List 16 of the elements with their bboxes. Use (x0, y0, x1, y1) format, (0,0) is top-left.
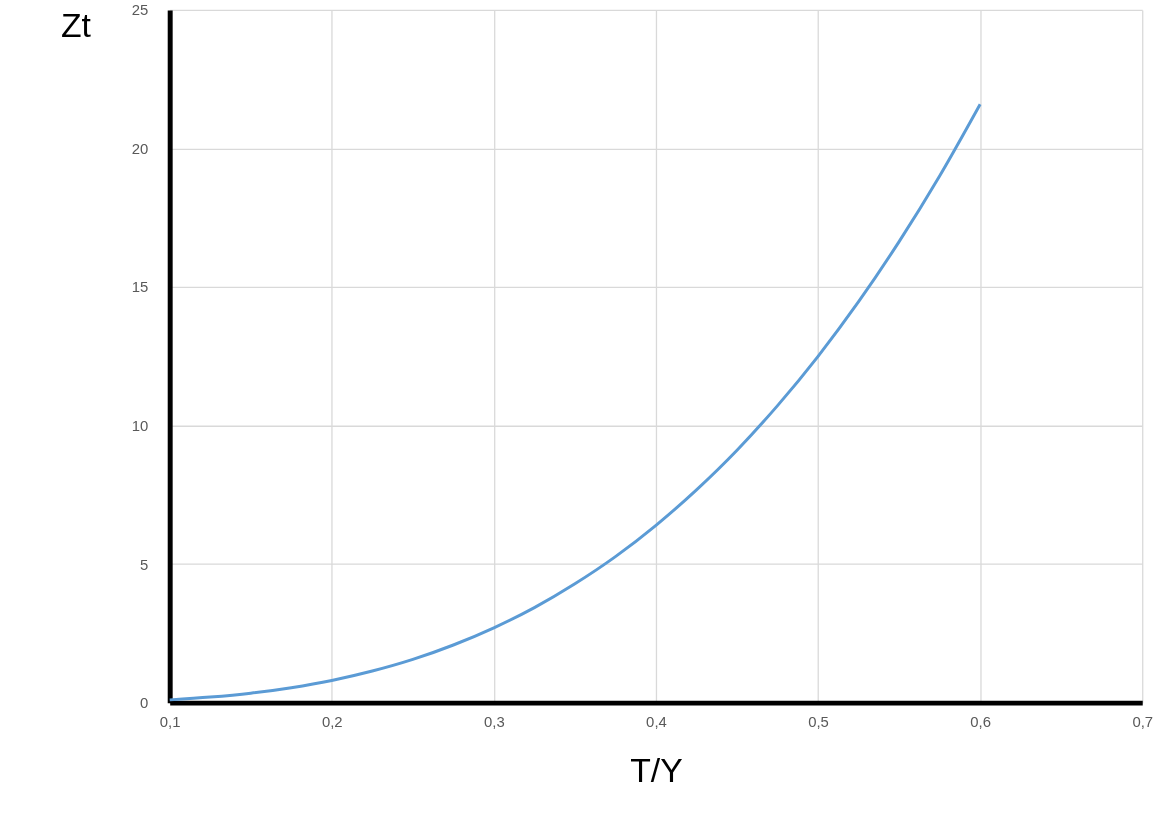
x-tick-label: 0,7 (1132, 713, 1154, 730)
x-tick-label: 0,6 (970, 713, 991, 730)
x-tick-label: 0,2 (321, 713, 343, 730)
y-tick-label: 10 (131, 418, 149, 435)
y-axis-title: Zt (60, 6, 92, 45)
y-tick-label: 5 (140, 556, 149, 573)
x-tick-label: 0,3 (484, 713, 505, 730)
x-tick-label: 0,4 (646, 713, 667, 730)
y-tick-label: 15 (131, 279, 149, 296)
y-tick-label: 25 (131, 2, 149, 19)
line-series (168, 102, 982, 702)
y-tick-label: 20 (131, 140, 149, 157)
y-tick-label: 0 (140, 695, 149, 712)
x-axis-title: T/Y (630, 750, 683, 789)
x-tick-label: 0,5 (808, 713, 829, 730)
x-tick-label: 0,1 (159, 713, 181, 730)
